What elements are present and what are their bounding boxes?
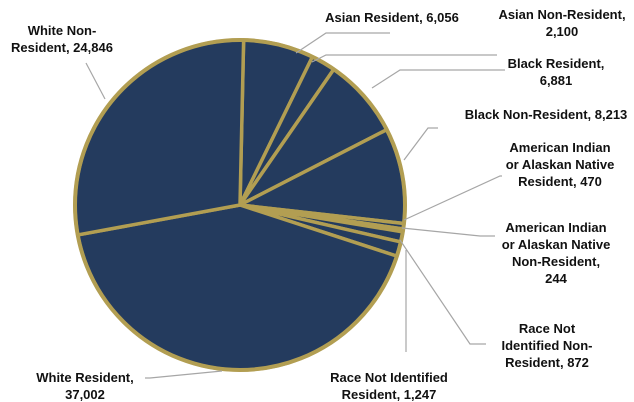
- data-label-line: or Alaskan Native: [506, 157, 615, 172]
- leader-line-white-non-resident: [85, 62, 106, 100]
- data-label-line: Resident, 470: [518, 174, 602, 189]
- data-label-line: American Indian: [505, 220, 606, 235]
- data-label-line: Resident, 1,247: [342, 387, 437, 402]
- data-label-american-indian-or-alaskan-native-resident: American Indian or Alaskan Native Resident…: [506, 140, 615, 189]
- data-label-race-not-identified-resident: Race Not Identified Resident, 1,247: [330, 370, 448, 402]
- data-label-black-non-resident: Black Non-Resident, 8,213: [465, 107, 628, 122]
- data-label-line: Black Non-Resident, 8,213: [465, 107, 628, 122]
- pie-slice-white-non-resident: [73, 38, 246, 237]
- data-label-line: Race Not: [519, 321, 576, 336]
- pie-outline: [73, 38, 407, 372]
- data-label-line: Resident, 24,846: [11, 40, 113, 55]
- leader-lines: [85, 32, 505, 379]
- leader-line-asian-non-resident: [311, 54, 497, 63]
- data-label-line: Identified Non-: [502, 338, 593, 353]
- data-label-asian-non-resident: Asian Non-Resident, 2,100: [498, 7, 625, 39]
- data-label-american-indian-or-alaskan-native-non-resident: American Indian or Alaskan Native Non-Resi…: [502, 220, 611, 286]
- data-label-line: White Non-: [28, 23, 97, 38]
- data-label-line: 2,100: [546, 24, 579, 39]
- leader-line-race-not-identified-non-resident: [399, 239, 486, 345]
- data-label-line: Asian Non-Resident,: [498, 7, 625, 22]
- data-label-line: Race Not Identified: [330, 370, 448, 385]
- data-labels: Asian Resident, 6,056 Asian Non-Resident,…: [11, 7, 627, 402]
- leader-line-american-indian-or-alaskan-native-non-resident: [401, 227, 495, 237]
- data-label-line: Asian Resident, 6,056: [325, 10, 459, 25]
- leader-line-white-resident: [145, 370, 223, 379]
- data-label-black-resident: Black Resident, 6,881: [508, 56, 605, 88]
- data-label-line: or Alaskan Native: [502, 237, 611, 252]
- data-label-line: Resident, 872: [505, 355, 589, 370]
- leader-line-asian-resident: [295, 32, 390, 54]
- data-label-line: 6,881: [540, 73, 573, 88]
- leader-line-black-non-resident: [403, 127, 438, 161]
- data-label-line: 244: [545, 271, 567, 286]
- data-label-line: White Resident,: [36, 370, 134, 385]
- leader-line-black-resident: [371, 69, 505, 89]
- data-label-asian-resident: Asian Resident, 6,056: [325, 10, 459, 25]
- data-label-race-not-identified-non-resident: Race Not Identified Non- Resident, 872: [502, 321, 593, 370]
- data-label-line: Black Resident,: [508, 56, 605, 71]
- data-label-white-non-resident: White Non- Resident, 24,846: [11, 23, 113, 55]
- leader-line-american-indian-or-alaskan-native-resident: [403, 175, 502, 221]
- data-label-white-resident: White Resident, 37,002: [36, 370, 134, 402]
- data-label-line: American Indian: [509, 140, 610, 155]
- data-label-line: Non-Resident,: [512, 254, 600, 269]
- data-label-line: 37,002: [65, 387, 105, 402]
